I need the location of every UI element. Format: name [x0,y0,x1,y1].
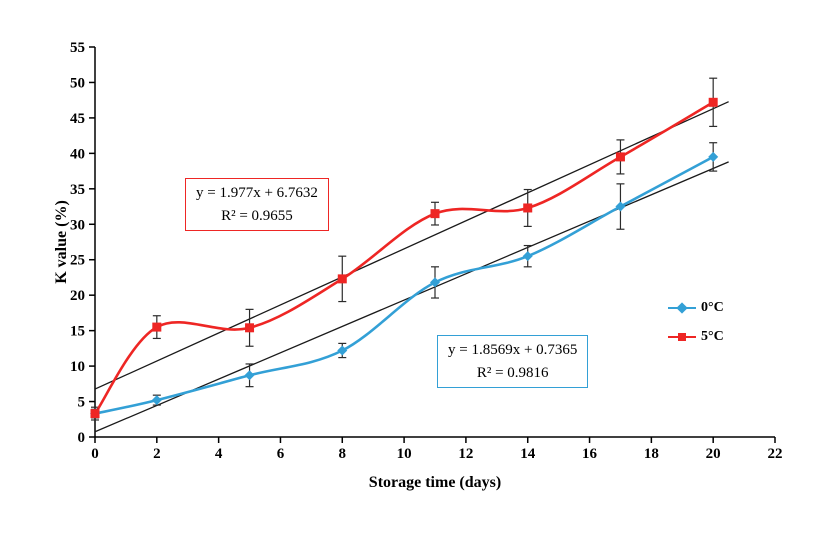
y-tick-label: 5 [78,395,86,411]
x-axis-title: Storage time (days) [368,474,502,491]
x-tick-label: 20 [706,446,721,462]
axes [94,47,775,438]
y-tick-label: 35 [70,182,85,198]
series-line-5°C [93,101,715,415]
y-tick-label: 55 [70,40,85,56]
x-tick-label: 22 [768,446,783,462]
r-squared-text-5c: R² = 0.9655 [221,207,293,224]
y-tick-label: 20 [70,288,85,304]
y-tick-label: 15 [70,324,85,340]
equation-text-0c: y = 1.8569x + 0.7365 [448,342,578,358]
x-tick-label: 6 [277,446,285,462]
legend-item-0c: 0°C [668,300,724,316]
x-tick-label: 14 [520,446,536,462]
y-tick-label: 30 [70,217,85,233]
square-marker-icon [668,332,696,343]
x-tick-label: 18 [644,446,659,462]
x-tick-label: 0 [91,446,99,462]
tick-labels: 0 2 4 6 8 10 12 14 16 18 20 22 0 5 10 15 20 25 30 35 40 45 50 5… [70,40,783,462]
trendline-equation-box-5c: y = 1.977x + 6.7632 R² = 0.9655 [185,178,329,231]
diamond-marker-icon [668,303,696,314]
y-tick-label: 50 [70,75,85,91]
y-tick-label: 40 [70,146,85,162]
x-tick-label: 4 [215,446,223,462]
y-tick-label: 0 [78,430,86,446]
y-axis-title: K value (%) [53,200,70,284]
y-tick-label: 45 [70,111,85,127]
y-tick-label: 25 [70,253,85,269]
y-tick-label: 10 [70,359,85,375]
x-tick-label: 16 [582,446,598,462]
legend-item-5c: 5°C [668,329,724,345]
legend: 0°C 5°C [668,300,724,345]
tick-marks [89,46,776,443]
legend-label-0c: 0°C [701,300,724,315]
markers-5°C [90,97,718,419]
x-tick-label: 8 [339,446,347,462]
error-bars-5°C [91,77,718,419]
x-tick-label: 2 [153,446,161,462]
legend-label-5c: 5°C [701,329,724,344]
r-squared-text-0c: R² = 0.9816 [476,364,549,381]
trendline-equation-box-0c: y = 1.8569x + 0.7365 R² = 0.9816 [437,335,589,388]
x-tick-label: 12 [458,446,473,462]
x-tick-label: 10 [397,446,412,462]
trendline-5°C [94,101,729,390]
equation-text-5c: y = 1.977x + 6.7632 [196,185,318,201]
